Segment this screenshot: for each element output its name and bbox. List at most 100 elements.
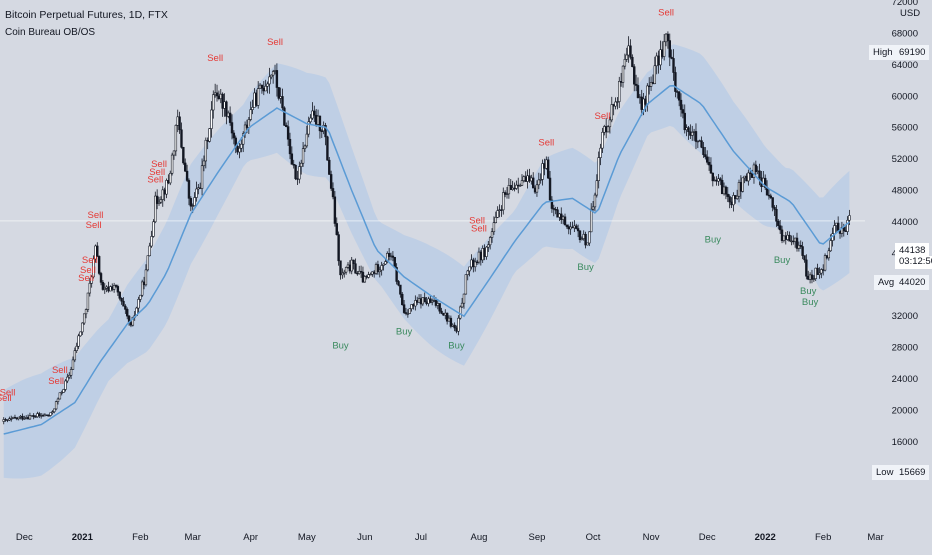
candle-body	[376, 264, 380, 273]
candle-body	[500, 209, 503, 211]
candle-body	[69, 369, 73, 376]
candle	[616, 97, 619, 110]
candle	[281, 88, 284, 112]
candle	[30, 415, 34, 417]
candle	[511, 180, 514, 191]
candle	[122, 297, 125, 307]
candle-body	[32, 415, 35, 417]
candle	[294, 164, 297, 181]
candle-body	[62, 389, 65, 393]
candle-body	[101, 282, 105, 290]
candle	[414, 295, 417, 311]
ob-os-band	[0, 44, 865, 479]
candle	[775, 205, 778, 227]
sell-signal: Sell	[147, 175, 163, 186]
candle	[111, 283, 114, 292]
buy-signal: Buy	[396, 326, 413, 337]
candle	[769, 193, 773, 200]
avg-tag-value: 44020	[895, 275, 930, 290]
candle	[741, 177, 744, 193]
candle	[612, 103, 615, 116]
candle-body	[610, 104, 613, 121]
price-axis[interactable]: 1200016000200002400028000320003600040000…	[892, 0, 918, 479]
candle-body	[300, 162, 303, 167]
x-tick-label: Nov	[643, 532, 660, 543]
candle-body	[126, 309, 129, 317]
candle-body	[606, 126, 610, 133]
moving-average	[3, 84, 850, 435]
candle	[184, 158, 187, 172]
candle-body	[528, 175, 531, 182]
candle-body	[296, 178, 299, 180]
candle-body	[66, 376, 69, 382]
candle-body	[10, 418, 13, 420]
candle-body	[543, 163, 546, 169]
candle-body	[21, 415, 24, 420]
candle	[747, 169, 750, 186]
candle-body	[425, 301, 428, 304]
candle-body	[150, 236, 153, 247]
candle-body	[517, 184, 520, 187]
candle	[348, 260, 352, 274]
candle-body	[30, 415, 34, 417]
candle-body	[343, 271, 346, 274]
candle-body	[361, 271, 365, 283]
sell-signal: Sell	[48, 376, 64, 387]
candle	[60, 390, 63, 396]
buy-signal: Buy	[705, 234, 722, 245]
candle-body	[612, 104, 615, 107]
candle	[159, 196, 163, 205]
candle	[532, 172, 535, 189]
candle-body	[715, 179, 718, 182]
candle-body	[97, 256, 101, 274]
candle	[47, 414, 50, 417]
candle	[664, 33, 668, 47]
candle	[498, 204, 501, 218]
candle-body	[470, 259, 473, 268]
candle-body	[354, 263, 357, 274]
candle-body	[270, 74, 273, 78]
x-tick-label: Feb	[132, 532, 148, 543]
candle	[148, 242, 151, 257]
candle	[803, 255, 806, 263]
band-fill	[3, 44, 850, 479]
candle-body	[455, 327, 458, 332]
candle	[597, 151, 600, 189]
candle-body	[339, 260, 342, 276]
candle-body	[79, 331, 82, 337]
candle	[705, 150, 709, 165]
candle-body	[662, 41, 666, 57]
y-tick-label: 56000	[892, 123, 918, 134]
candle-body	[833, 225, 836, 235]
candle-body	[575, 225, 578, 229]
candle-body	[780, 229, 784, 241]
candle	[256, 81, 260, 109]
candle	[399, 284, 402, 298]
candle-body	[24, 417, 28, 419]
candle-body	[580, 238, 584, 241]
candle	[101, 280, 105, 291]
candle-body	[180, 129, 183, 148]
candle	[90, 275, 93, 288]
candle	[204, 137, 207, 169]
candle-body	[45, 414, 48, 416]
sell-signal: Sell	[595, 111, 611, 122]
candle-body	[53, 408, 56, 413]
candle-body	[618, 81, 621, 102]
candle	[51, 410, 54, 415]
candle-body	[773, 207, 776, 210]
candle-body	[208, 128, 211, 142]
candle	[11, 416, 15, 419]
candle-body	[223, 101, 226, 109]
candle	[341, 268, 344, 279]
candle-body	[154, 195, 157, 223]
candle	[466, 269, 469, 281]
candle-body	[146, 255, 150, 271]
candle	[300, 159, 303, 175]
time-axis[interactable]: Dec 2021 Feb Mar Apr May Jun Jul Aug Sep Oct Nov Dec…	[16, 532, 884, 543]
candle-body	[694, 131, 698, 142]
candle-body	[19, 415, 22, 418]
candle	[350, 256, 353, 275]
